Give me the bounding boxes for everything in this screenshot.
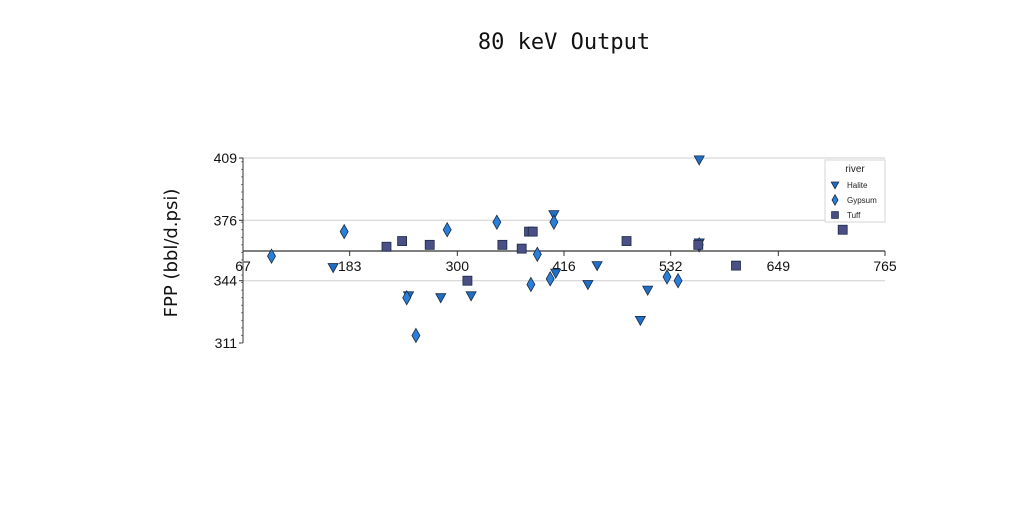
data-point-halite <box>591 261 603 272</box>
data-point-tuff <box>424 239 435 250</box>
data-point-gypsum <box>532 246 542 263</box>
data-point-halite <box>465 291 477 302</box>
y-tick-label: 376 <box>214 212 238 228</box>
x-tick-label: 300 <box>446 258 470 274</box>
data-point-gypsum <box>526 276 536 293</box>
data-point-tuff <box>837 224 848 235</box>
data-point-tuff <box>693 239 704 250</box>
legend: river Halite Gypsum Tuff <box>824 159 886 223</box>
data-point-halite <box>550 268 562 279</box>
legend-label-gypsum: Gypsum <box>847 196 877 205</box>
data-point-gypsum <box>549 214 559 230</box>
data-point-tuff <box>462 275 473 286</box>
points <box>267 155 848 344</box>
data-point-gypsum <box>339 223 349 240</box>
data-point-gypsum <box>402 289 412 306</box>
legend-marker-halite <box>830 181 840 190</box>
data-point-tuff <box>497 239 508 250</box>
y-axis-label: FPP (bbl/d.psi) <box>161 189 182 318</box>
data-point-gypsum <box>267 248 276 264</box>
legend-marker-tuff <box>831 211 839 219</box>
data-point-halite <box>693 155 705 166</box>
data-point-gypsum <box>673 272 683 289</box>
data-point-tuff <box>516 243 527 254</box>
data-point-halite <box>327 263 339 274</box>
x-tick-label: 532 <box>659 258 683 274</box>
legend-label-tuff: Tuff <box>847 211 861 220</box>
x-tick-label: 183 <box>338 258 362 274</box>
data-point-gypsum <box>411 327 421 344</box>
x-tick-label: 67 <box>235 258 251 274</box>
data-point-tuff <box>731 260 741 271</box>
legend-title: river <box>845 164 865 175</box>
x-tick-label: 649 <box>767 258 791 274</box>
data-point-tuff <box>527 226 538 237</box>
data-point-halite <box>435 293 447 304</box>
data-point-tuff <box>621 236 632 246</box>
grid <box>243 157 885 282</box>
x-tick-label: 765 <box>873 258 897 274</box>
data-point-tuff <box>381 241 392 252</box>
data-point-gypsum <box>662 269 672 285</box>
data-point-halite <box>582 280 594 291</box>
y-tick-label: 344 <box>214 273 238 289</box>
y-tick-label: 409 <box>214 150 238 166</box>
legend-marker-gypsum <box>831 193 839 207</box>
legend-label-halite: Halite <box>847 181 868 190</box>
chart-title: 80 keV Output <box>477 30 651 55</box>
data-point-tuff <box>397 236 408 246</box>
data-point-gypsum <box>492 214 502 230</box>
y-tick-label: 311 <box>215 335 238 351</box>
data-point-halite <box>642 285 654 296</box>
data-point-halite <box>634 315 647 327</box>
data-point-gypsum <box>545 271 555 287</box>
data-point-gypsum <box>442 221 452 238</box>
